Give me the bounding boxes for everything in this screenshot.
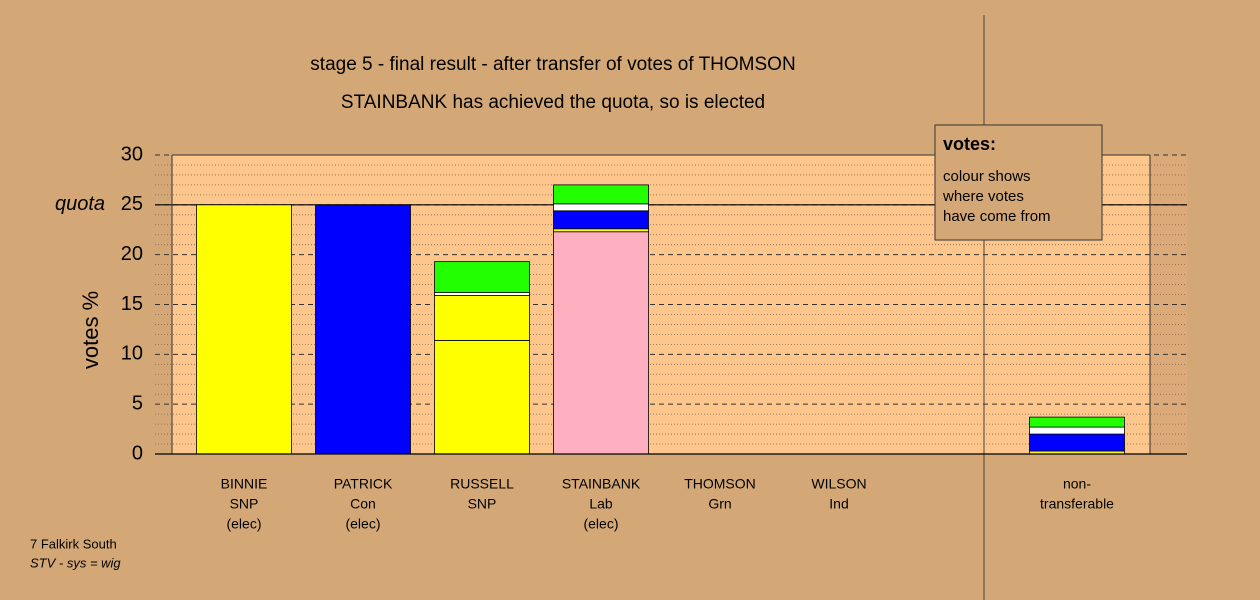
- x-tick-label: Lab: [589, 496, 613, 512]
- bar-segment: [434, 295, 530, 341]
- x-tick-label: (elec): [583, 516, 618, 532]
- bar-segment: [1029, 433, 1125, 452]
- x-tick-label: non-: [1063, 476, 1091, 492]
- y-tick-label: 25: [121, 193, 143, 215]
- x-tick-label: PATRICK: [334, 476, 393, 492]
- x-tick-label: Ind: [829, 496, 848, 512]
- y-tick-label: 0: [132, 442, 143, 464]
- x-tick-label: SNP: [468, 496, 497, 512]
- x-tick-label: WILSON: [811, 476, 866, 492]
- bar-segment: [553, 210, 649, 230]
- x-tick-label: RUSSELL: [450, 476, 514, 492]
- x-tick-label: Grn: [708, 496, 731, 512]
- bar-segment: [553, 184, 649, 205]
- legend-text: have come from: [943, 208, 1051, 225]
- footer: 7 Falkirk South: [30, 536, 117, 551]
- x-tick-label: STAINBANK: [562, 476, 641, 492]
- x-tick-label: transferable: [1040, 496, 1114, 512]
- x-tick-label: (elec): [345, 516, 380, 532]
- bar-segment: [434, 292, 530, 296]
- bar-segment: [315, 204, 411, 455]
- bar-segment: [1029, 416, 1125, 428]
- bar-segment: [553, 228, 649, 233]
- bar-segment: [553, 231, 649, 455]
- y-tick-label: 30: [121, 143, 143, 165]
- y-tick-label: 20: [121, 243, 143, 265]
- legend-box: [934, 124, 1103, 241]
- legend-title: votes:: [943, 134, 996, 154]
- x-tick-label: THOMSON: [684, 476, 756, 492]
- y-tick-label: 10: [121, 343, 143, 365]
- x-tick-label: BINNIE: [221, 476, 268, 492]
- chart-subtitle: STAINBANK has achieved the quota, so is …: [341, 92, 765, 113]
- chart-title: stage 5 - final result - after transfer …: [310, 54, 795, 75]
- x-tick-label: SNP: [230, 496, 259, 512]
- y-tick-label: 15: [121, 293, 143, 315]
- y-tick-label: 5: [132, 392, 143, 414]
- bar-segment: [1029, 426, 1125, 435]
- bar-segment: [196, 204, 292, 455]
- bar-segment: [553, 203, 649, 212]
- bar-segment: [434, 339, 530, 455]
- legend-text: colour shows: [943, 168, 1031, 185]
- x-tick-label: (elec): [226, 516, 261, 532]
- y-axis-label: votes %: [78, 291, 103, 369]
- legend-text: where votes: [942, 188, 1024, 205]
- bar-segment: [434, 261, 530, 293]
- plot: 0 5 10 15 20 25 30 quota BINNIE SNP (elec) PATRICK C…: [55, 143, 1187, 532]
- quota-label: quota: [55, 193, 105, 215]
- x-tick-label: Con: [350, 496, 376, 512]
- footer: STV - sys = wig: [30, 555, 121, 570]
